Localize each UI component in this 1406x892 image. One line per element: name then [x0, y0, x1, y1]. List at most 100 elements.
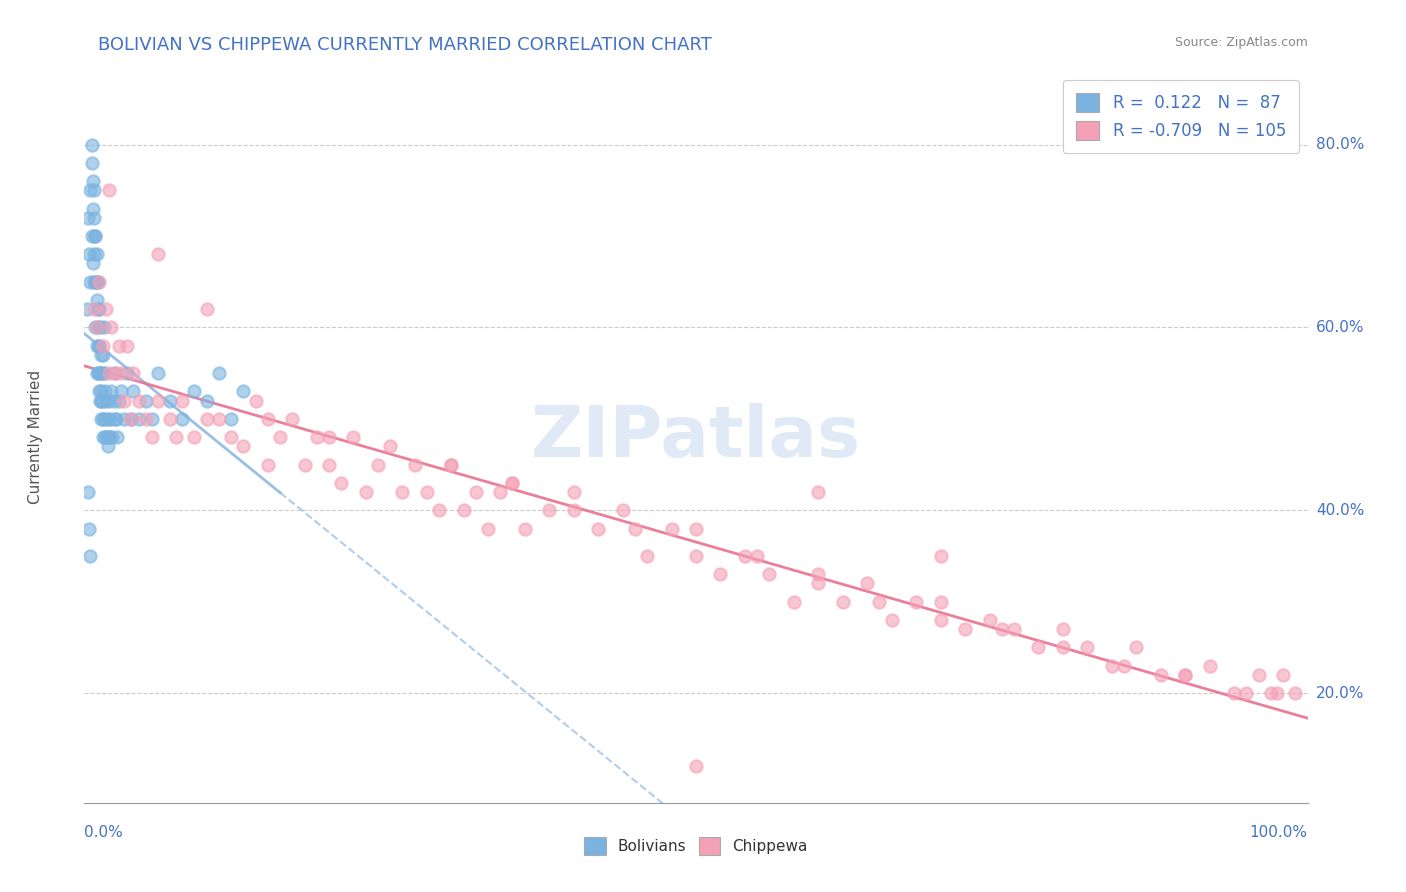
Point: [97, 366, 120, 380]
Point: [100, 384, 122, 399]
Point: [685, 549, 707, 563]
Point: [219, 412, 242, 426]
Point: [87, 339, 110, 353]
Point: [135, 412, 157, 426]
Point: [91, 430, 114, 444]
Point: [1052, 640, 1074, 655]
Point: [440, 458, 463, 472]
Point: [80, 155, 103, 169]
Point: [416, 485, 439, 500]
Point: [232, 384, 254, 399]
Point: [183, 430, 205, 444]
Point: [269, 430, 291, 444]
Point: [94, 430, 117, 444]
Point: [97, 393, 120, 408]
Point: [83, 275, 105, 289]
Point: [97, 183, 120, 197]
Point: [79, 549, 101, 563]
Point: [83, 302, 105, 317]
Point: [90, 412, 112, 426]
Point: [103, 393, 125, 408]
Point: [86, 275, 108, 289]
Point: [89, 366, 111, 380]
Point: [783, 594, 806, 608]
Point: [115, 339, 138, 353]
Point: [89, 366, 111, 380]
Point: [87, 366, 110, 380]
Point: [91, 412, 114, 426]
Point: [84, 320, 107, 334]
Point: [82, 174, 104, 188]
Point: [318, 430, 340, 444]
Point: [807, 567, 830, 582]
Point: [929, 613, 952, 627]
Point: [562, 503, 585, 517]
Point: [82, 256, 104, 270]
Point: [89, 393, 111, 408]
Point: [107, 393, 129, 408]
Point: [245, 393, 267, 408]
Point: [80, 137, 103, 152]
Point: [953, 622, 976, 636]
Point: [869, 594, 891, 608]
Point: [87, 384, 110, 399]
Point: [120, 412, 142, 426]
Point: [141, 430, 163, 444]
Point: [257, 412, 280, 426]
Point: [612, 503, 634, 517]
Point: [91, 393, 114, 408]
Point: [90, 384, 112, 399]
Point: [807, 576, 830, 591]
Text: BOLIVIAN VS CHIPPEWA CURRENTLY MARRIED CORRELATION CHART: BOLIVIAN VS CHIPPEWA CURRENTLY MARRIED C…: [98, 36, 713, 54]
Point: [1174, 667, 1197, 681]
Point: [330, 475, 353, 490]
Point: [86, 320, 108, 334]
Point: [84, 229, 107, 244]
Point: [208, 366, 231, 380]
Point: [82, 202, 104, 216]
Point: [464, 485, 486, 500]
Point: [624, 521, 647, 535]
Point: [79, 183, 101, 197]
Point: [101, 430, 124, 444]
Point: [104, 366, 127, 380]
Point: [586, 521, 609, 535]
Point: [91, 366, 114, 380]
Point: [219, 430, 242, 444]
Point: [318, 458, 340, 472]
Point: [79, 275, 101, 289]
Point: [195, 302, 218, 317]
Point: [83, 183, 105, 197]
Point: [104, 412, 127, 426]
Point: [391, 485, 413, 500]
Point: [98, 412, 121, 426]
Point: [159, 412, 181, 426]
Point: [513, 521, 536, 535]
Point: [831, 594, 853, 608]
Legend: Bolivians, Chippewa: Bolivians, Chippewa: [578, 831, 814, 861]
Point: [172, 393, 194, 408]
Text: 80.0%: 80.0%: [1316, 137, 1364, 152]
Point: [489, 485, 512, 500]
Point: [128, 412, 150, 426]
Point: [1284, 686, 1306, 700]
Point: [110, 366, 132, 380]
Point: [477, 521, 499, 535]
Point: [96, 393, 118, 408]
Point: [502, 475, 524, 490]
Point: [991, 622, 1014, 636]
Point: [1198, 658, 1220, 673]
Text: 40.0%: 40.0%: [1316, 503, 1364, 517]
Point: [83, 247, 105, 261]
Point: [77, 247, 100, 261]
Point: [979, 613, 1001, 627]
Point: [90, 348, 112, 362]
Text: Source: ZipAtlas.com: Source: ZipAtlas.com: [1174, 36, 1308, 49]
Point: [146, 366, 169, 380]
Point: [107, 339, 129, 353]
Point: [880, 613, 903, 627]
Point: [97, 430, 120, 444]
Point: [97, 412, 120, 426]
Point: [84, 229, 107, 244]
Point: [128, 393, 150, 408]
